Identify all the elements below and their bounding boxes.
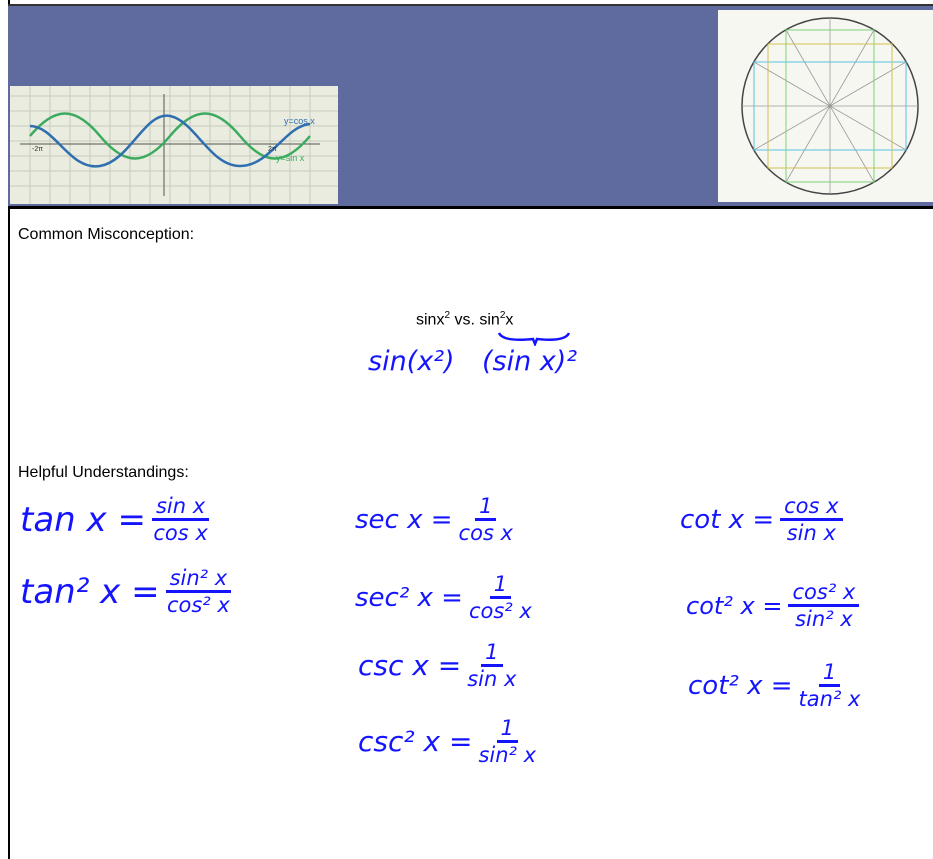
graph-label: -2π xyxy=(32,146,43,153)
trig-graph: y=cos x y=sin x -2π 2π xyxy=(10,86,338,204)
graph-label: y=sin x xyxy=(276,153,305,163)
formula-lhs: tan² x = xyxy=(20,572,160,612)
denominator: sin² x xyxy=(478,743,536,767)
formula-lhs: cot² x = xyxy=(686,592,782,620)
unit-circle xyxy=(718,10,933,202)
denominator: cos² x xyxy=(167,593,230,617)
formula-lhs: sec² x = xyxy=(355,583,463,613)
graph-label: y=cos x xyxy=(284,116,315,126)
formula-lhs: cot² x = xyxy=(688,671,793,701)
numerator: 1 xyxy=(481,640,502,667)
page: y=cos x y=sin x -2π 2π Common Misconcept… xyxy=(0,0,933,859)
expr-sup: 2 xyxy=(444,310,450,321)
formula-lhs: csc² x = xyxy=(358,725,472,758)
denominator: cos² x xyxy=(469,599,532,623)
numerator: 1 xyxy=(475,494,496,521)
formula-lhs: cot x = xyxy=(680,505,774,535)
denominator: tan² x xyxy=(799,687,861,711)
numerator: cos² x xyxy=(788,580,859,607)
numerator: sin² x xyxy=(166,566,232,593)
formula-lhs: sec x = xyxy=(355,505,453,535)
expr-part: vs. xyxy=(454,311,474,328)
denominator: sin x xyxy=(787,521,836,545)
expr-part: x xyxy=(505,311,513,328)
section-label: Helpful Understandings: xyxy=(18,464,189,482)
formula-lhs: csc x = xyxy=(358,649,461,682)
numerator: 1 xyxy=(497,716,518,743)
expr-part: sinx xyxy=(416,311,444,328)
numerator: 1 xyxy=(819,660,840,687)
numerator: 1 xyxy=(490,572,511,599)
denominator: cos x xyxy=(459,521,513,545)
brace xyxy=(495,330,575,346)
section-label: Common Misconception: xyxy=(18,226,194,244)
numerator: sin x xyxy=(152,494,209,521)
denominator: sin x xyxy=(467,667,516,691)
denominator: sin² x xyxy=(795,607,853,631)
graph-label: 2π xyxy=(268,146,277,153)
denominator: cos x xyxy=(153,521,207,545)
numerator: cos x xyxy=(780,494,842,521)
handwritten-expr: sin(x²) xyxy=(368,346,455,377)
expr-part: sin xyxy=(479,311,499,328)
handwritten-expr: (sin x)² xyxy=(482,346,577,377)
typed-expression: sinx2 vs. sin2x xyxy=(416,310,513,329)
formula-lhs: tan x = xyxy=(20,500,146,540)
